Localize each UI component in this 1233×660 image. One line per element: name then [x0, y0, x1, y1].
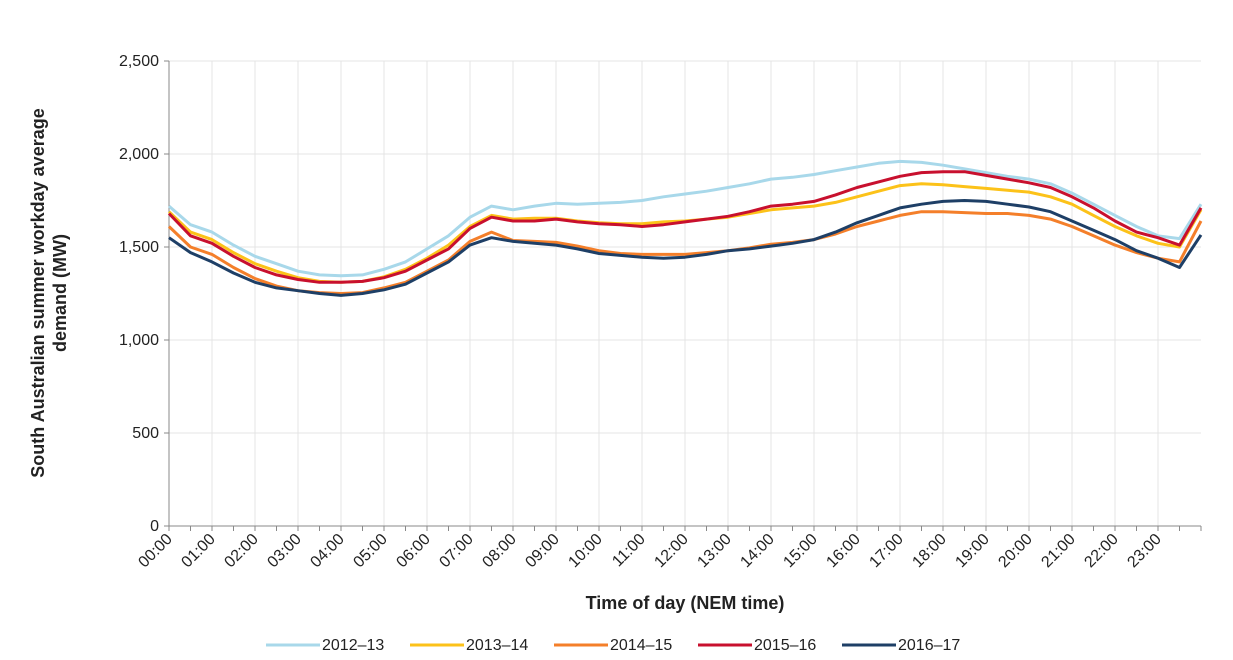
legend-label: 2015–16	[754, 637, 816, 654]
x-tick-label: 16:00	[823, 531, 863, 571]
legend-label: 2014–15	[610, 637, 672, 654]
y-axis-title-line: demand (MW)	[50, 234, 70, 352]
x-tick-label: 17:00	[866, 531, 906, 571]
y-tick-label: 0	[150, 518, 159, 535]
y-tick-label: 500	[132, 425, 159, 442]
series-line	[167, 170, 1203, 284]
x-tick-label: 00:00	[135, 531, 175, 571]
x-tick-label: 06:00	[393, 531, 433, 571]
y-tick-label: 2,000	[119, 146, 159, 163]
x-tick-label: 09:00	[522, 531, 562, 571]
x-tick-label: 01:00	[178, 531, 218, 571]
x-tick-label: 11:00	[609, 531, 649, 571]
series-line	[167, 210, 1203, 295]
y-tick-label: 1,500	[119, 239, 159, 256]
y-axis-title: South Australian summer workday average …	[28, 108, 70, 477]
y-tick-label: 1,000	[119, 332, 159, 349]
series-line	[168, 199, 1203, 297]
x-tick-label: 22:00	[1081, 531, 1121, 571]
series-line	[168, 159, 1203, 278]
x-axis-title: Time of day (NEM time)	[586, 593, 785, 613]
legend-label: 2012–13	[322, 637, 384, 654]
x-tick-label: 21:00	[1038, 531, 1078, 571]
x-tick-label: 04:00	[307, 531, 347, 571]
x-tick-label: 07:00	[436, 531, 476, 571]
x-tick-label: 13:00	[694, 531, 734, 571]
x-tick-label: 10:00	[565, 531, 605, 571]
x-tick-label: 23:00	[1124, 531, 1164, 571]
x-tick-label: 08:00	[479, 531, 519, 571]
x-tick-label: 19:00	[952, 531, 992, 571]
x-tick-label: 14:00	[737, 531, 777, 571]
x-tick-label: 15:00	[780, 531, 820, 571]
x-tick-label: 05:00	[350, 531, 390, 571]
x-tick-label: 12:00	[651, 531, 691, 571]
x-tick-label: 03:00	[264, 531, 304, 571]
y-axis-title-line: South Australian summer workday average	[28, 108, 48, 477]
legend-label: 2016–17	[898, 637, 960, 654]
x-tick-label: 20:00	[995, 531, 1035, 571]
legend-label: 2013–14	[466, 637, 528, 654]
y-tick-label: 2,500	[119, 53, 159, 70]
x-tick-label: 02:00	[221, 531, 261, 571]
x-tick-label: 18:00	[909, 531, 949, 571]
